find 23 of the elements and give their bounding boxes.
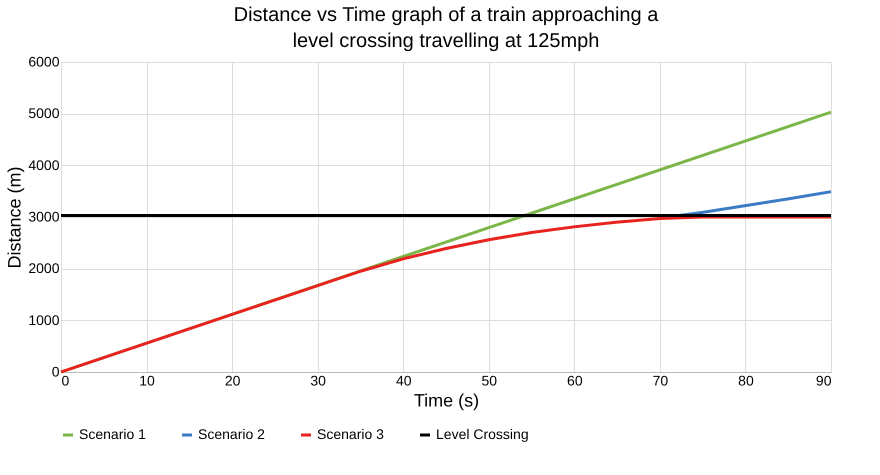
y-tick-label: 5000 — [28, 105, 60, 122]
y-tick-label: 6000 — [28, 54, 60, 70]
chart-title: Distance vs Time graph of a train approaching a level crossing travelling at 125mph — [234, 4, 660, 52]
x-tick-label: 50 — [481, 372, 498, 388]
y-tick-label: 3000 — [28, 208, 60, 224]
x-tick-label: 80 — [738, 372, 754, 388]
legend-label: Scenario 1 — [79, 426, 146, 442]
x-tick-label: 10 — [139, 372, 156, 388]
y-tick-label: 4000 — [28, 156, 60, 173]
x-tick-label: 70 — [652, 372, 668, 388]
x-tick-label: 40 — [396, 372, 412, 388]
line-series — [60, 216, 832, 374]
y-tick-label: 1000 — [28, 312, 60, 328]
x-tick-label: 30 — [310, 372, 326, 388]
legend-label: Scenario 3 — [317, 426, 384, 442]
x-axis-title: Time (s) — [414, 390, 480, 410]
y-tick-label: 2000 — [28, 260, 60, 276]
x-tick-label: 60 — [567, 372, 583, 388]
legend-label: Scenario 2 — [198, 426, 266, 442]
x-tick-label: 20 — [224, 372, 241, 388]
legend-label: Level Crossing — [436, 426, 529, 442]
y-axis-title: Distance (m) — [4, 166, 24, 269]
x-tick-label: 90 — [816, 372, 832, 388]
